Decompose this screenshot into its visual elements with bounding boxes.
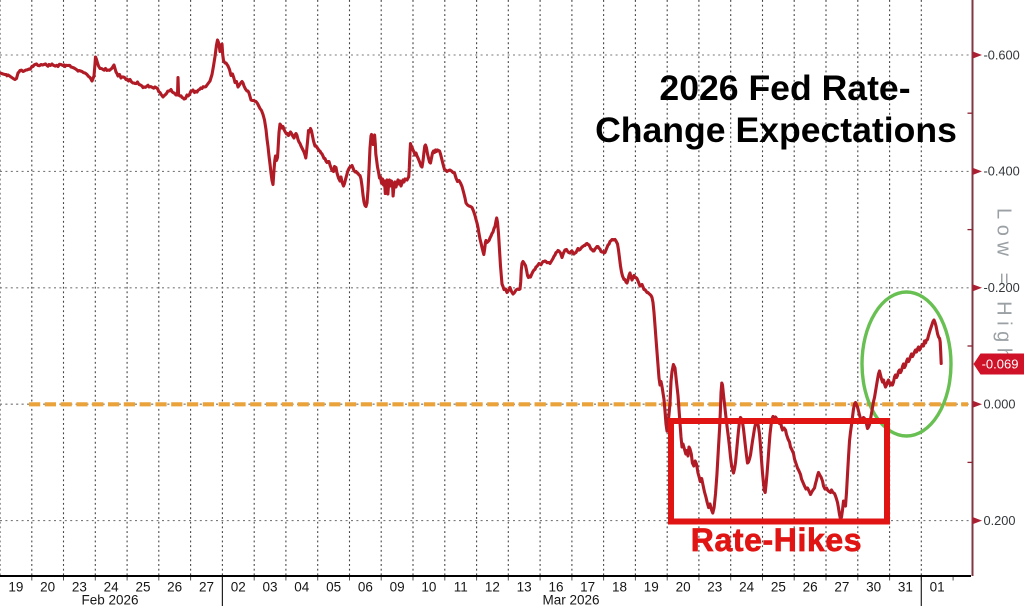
svg-text:20: 20 <box>676 580 691 595</box>
svg-text:23: 23 <box>707 580 722 595</box>
svg-text:17: 17 <box>580 580 595 595</box>
svg-text:01: 01 <box>930 580 945 595</box>
svg-text:0.200: 0.200 <box>984 513 1016 528</box>
svg-text:05: 05 <box>326 580 341 595</box>
svg-text:24: 24 <box>739 580 755 595</box>
svg-text:13: 13 <box>517 580 532 595</box>
svg-text:19: 19 <box>644 580 659 595</box>
svg-text:Feb 2026: Feb 2026 <box>81 593 138 607</box>
svg-text:24: 24 <box>104 580 120 595</box>
svg-text:18: 18 <box>612 580 627 595</box>
svg-text:-0.200: -0.200 <box>984 280 1020 295</box>
svg-text:26: 26 <box>167 580 182 595</box>
svg-text:Rate-Hikes: Rate-Hikes <box>691 522 862 558</box>
svg-text:Change Expectations: Change Expectations <box>595 110 957 150</box>
svg-text:-0.069: -0.069 <box>982 357 1019 372</box>
svg-text:10: 10 <box>421 580 436 595</box>
svg-text:03: 03 <box>262 580 277 595</box>
svg-text:0.000: 0.000 <box>984 397 1016 412</box>
svg-text:-0.600: -0.600 <box>984 47 1020 62</box>
svg-text:04: 04 <box>294 580 310 595</box>
svg-text:20: 20 <box>40 580 55 595</box>
svg-text:Low = High: Low = High <box>993 208 1015 365</box>
svg-text:16: 16 <box>548 580 563 595</box>
svg-text:25: 25 <box>135 580 150 595</box>
svg-text:11: 11 <box>454 580 468 595</box>
svg-text:25: 25 <box>771 580 786 595</box>
svg-text:27: 27 <box>834 580 849 595</box>
svg-text:19: 19 <box>8 580 23 595</box>
svg-text:30: 30 <box>866 580 881 595</box>
svg-text:23: 23 <box>72 580 87 595</box>
svg-text:09: 09 <box>390 580 405 595</box>
svg-text:06: 06 <box>358 580 373 595</box>
svg-text:Mar 2026: Mar 2026 <box>542 593 599 607</box>
svg-text:2026 Fed Rate-: 2026 Fed Rate- <box>659 68 910 108</box>
svg-text:31: 31 <box>898 580 913 595</box>
svg-text:02: 02 <box>231 580 246 595</box>
svg-text:12: 12 <box>485 580 500 595</box>
svg-text:27: 27 <box>199 580 214 595</box>
svg-text:-0.400: -0.400 <box>984 164 1020 179</box>
svg-text:26: 26 <box>803 580 818 595</box>
